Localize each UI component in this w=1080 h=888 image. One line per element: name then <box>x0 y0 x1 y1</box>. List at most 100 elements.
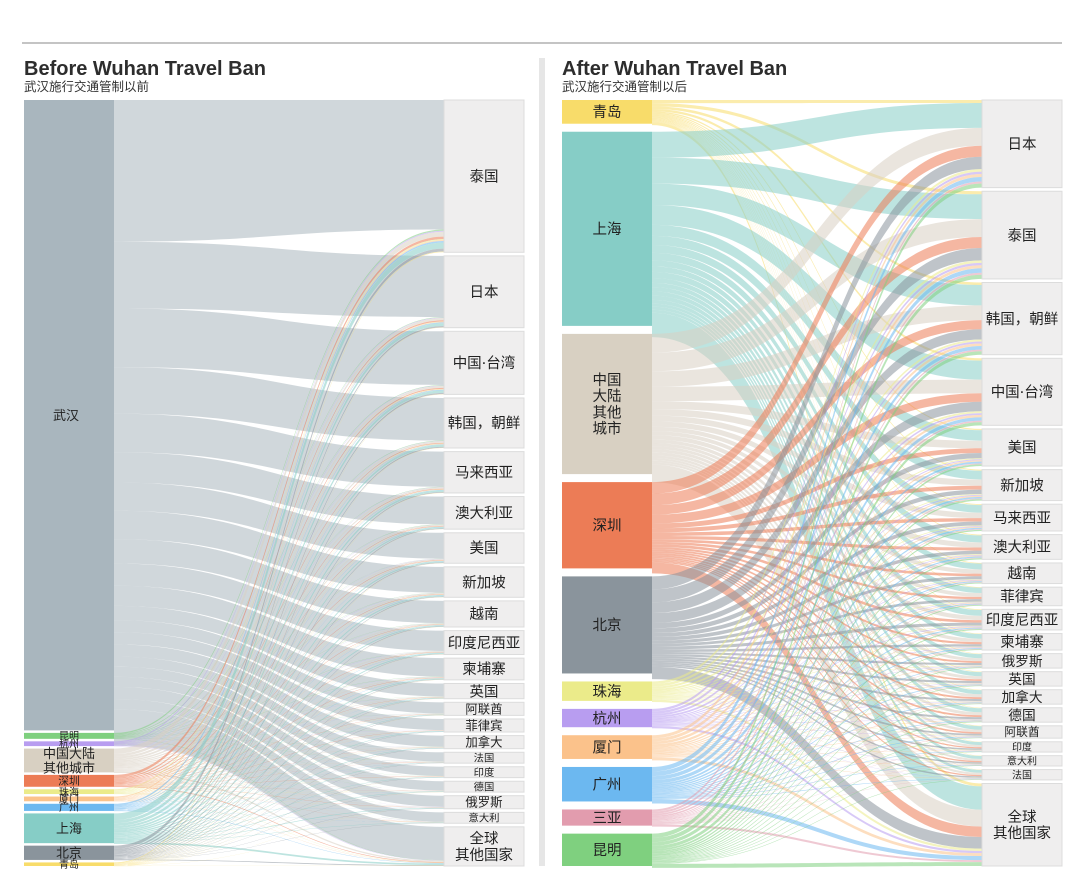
after-flow-6-19 <box>652 725 982 779</box>
after-flow-8-8 <box>652 581 982 791</box>
before-flow-7-0 <box>114 241 444 806</box>
after-flow-10-2 <box>652 351 982 846</box>
before-flow-5-17 <box>114 791 444 794</box>
before-flow-5-10 <box>114 678 444 794</box>
before-flow-1-0 <box>114 229 444 735</box>
after-flow-5-15 <box>652 697 982 720</box>
after-flow-4-19 <box>652 665 982 778</box>
before-flow-4-8 <box>114 624 444 784</box>
before-flow-10-11 <box>114 698 444 866</box>
before-flow-3-11 <box>114 696 444 769</box>
after-flow-7-17 <box>652 750 982 757</box>
before-dest-label-18: 俄罗斯 <box>465 795 502 810</box>
before-flow-3-5 <box>114 524 444 764</box>
before-flow-8-2 <box>114 390 444 827</box>
after-dest-label-9: 菲律宾 <box>1000 589 1044 606</box>
before-flow-9-11 <box>114 698 444 858</box>
before-flow-4-4 <box>114 488 444 782</box>
before-flow-0-14 <box>114 644 444 747</box>
after-flow-8-20 <box>652 799 982 861</box>
before-flow-0-10 <box>114 585 444 677</box>
before-flow-6-18 <box>114 800 444 808</box>
after-dest-node-13 <box>981 671 1063 687</box>
before-flow-3-13 <box>114 730 444 770</box>
after-flow-3-16 <box>652 556 982 734</box>
before-flow-8-7 <box>114 595 444 835</box>
before-flow-8-1 <box>114 323 444 824</box>
after-dest-node-19 <box>981 769 1063 781</box>
before-flow-1-6 <box>114 558 444 737</box>
before-flow-4-19 <box>114 786 444 823</box>
before-flow-2-16 <box>114 745 444 777</box>
after-flow-10-0 <box>652 183 982 838</box>
before-flow-1-5 <box>114 524 444 737</box>
after-flow-7-0 <box>652 174 982 739</box>
before-source-node-10 <box>24 862 114 866</box>
after-flow-8-13 <box>652 684 982 796</box>
before-flow-7-3 <box>114 444 444 808</box>
after-flow-8-12 <box>652 666 982 795</box>
before-flow-4-0 <box>114 236 444 778</box>
after-flow-3-13 <box>652 551 982 682</box>
before-flow-4-16 <box>114 776 444 786</box>
before-flow-1-9 <box>114 650 444 738</box>
after-source-label-1: 上海 <box>593 221 622 238</box>
after-dest-label-5: 新加坡 <box>1000 477 1044 494</box>
after-dest-label-12: 俄罗斯 <box>1001 654 1042 670</box>
before-flow-4-12 <box>114 714 444 785</box>
before-flow-8-20 <box>114 842 444 866</box>
before-dest-node-6 <box>443 532 525 564</box>
after-source-label-9: 三亚 <box>593 811 622 827</box>
after-flow-7-11 <box>652 647 982 754</box>
after-flow-8-2 <box>652 345 982 780</box>
after-source-label-2: 中国大陆其他城市 <box>593 372 622 438</box>
before-flow-2-5 <box>114 524 444 745</box>
before-flow-8-16 <box>114 776 444 841</box>
before-flow-4-2 <box>114 387 444 780</box>
after-flow-2-17 <box>652 458 982 748</box>
before-flow-4-9 <box>114 652 444 785</box>
after-dest-label-3: 中国·台湾 <box>991 384 1054 401</box>
before-dest-label-19: 意大利 <box>469 812 500 825</box>
after-flow-5-19 <box>652 699 982 779</box>
after-flow-10-14 <box>652 703 982 861</box>
before-flow-8-4 <box>114 490 444 831</box>
before-flow-0-19 <box>114 699 444 822</box>
before-flow-7-7 <box>114 595 444 809</box>
after-flow-8-0 <box>652 177 982 772</box>
after-source-node-3 <box>562 482 652 569</box>
before-source-label-9: 北京 <box>56 846 82 861</box>
before-flow-2-13 <box>114 730 444 746</box>
before-flow-0-6 <box>114 482 444 559</box>
before-flow-9-3 <box>114 446 444 853</box>
after-dest-label-8: 越南 <box>1008 565 1037 582</box>
before-dest-node-3 <box>443 397 525 449</box>
after-flow-3-10 <box>652 544 982 623</box>
after-flow-1-5 <box>652 235 982 480</box>
before-flow-5-7 <box>114 594 444 793</box>
before-dest-label-5: 澳大利亚 <box>455 505 513 522</box>
before-flow-3-0 <box>114 231 444 754</box>
after-flow-0-18 <box>652 121 982 757</box>
after-flow-4-18 <box>652 663 982 764</box>
after-flow-8-10 <box>652 627 982 793</box>
before-flow-3-10 <box>114 676 444 768</box>
before-dest-label-13: 菲律宾 <box>465 718 502 733</box>
after-flow-8-3 <box>652 417 982 784</box>
before-source-node-9 <box>24 845 114 860</box>
before-flow-8-18 <box>114 807 444 842</box>
after-flows <box>652 100 982 868</box>
after-flow-9-19 <box>652 779 982 825</box>
before-dest-label-12: 阿联酋 <box>465 701 502 716</box>
before-flow-8-5 <box>114 527 444 832</box>
before-flow-6-14 <box>114 747 444 801</box>
after-dest-label-19: 法国 <box>1012 768 1032 781</box>
after-flow-3-14 <box>652 553 982 700</box>
before-flow-6-5 <box>114 526 444 800</box>
before-flow-9-15 <box>114 762 444 859</box>
after-flow-8-5 <box>652 496 982 788</box>
after-dest-node-17 <box>981 741 1063 753</box>
before-flow-3-9 <box>114 651 444 767</box>
after-flow-5-6 <box>652 525 982 694</box>
